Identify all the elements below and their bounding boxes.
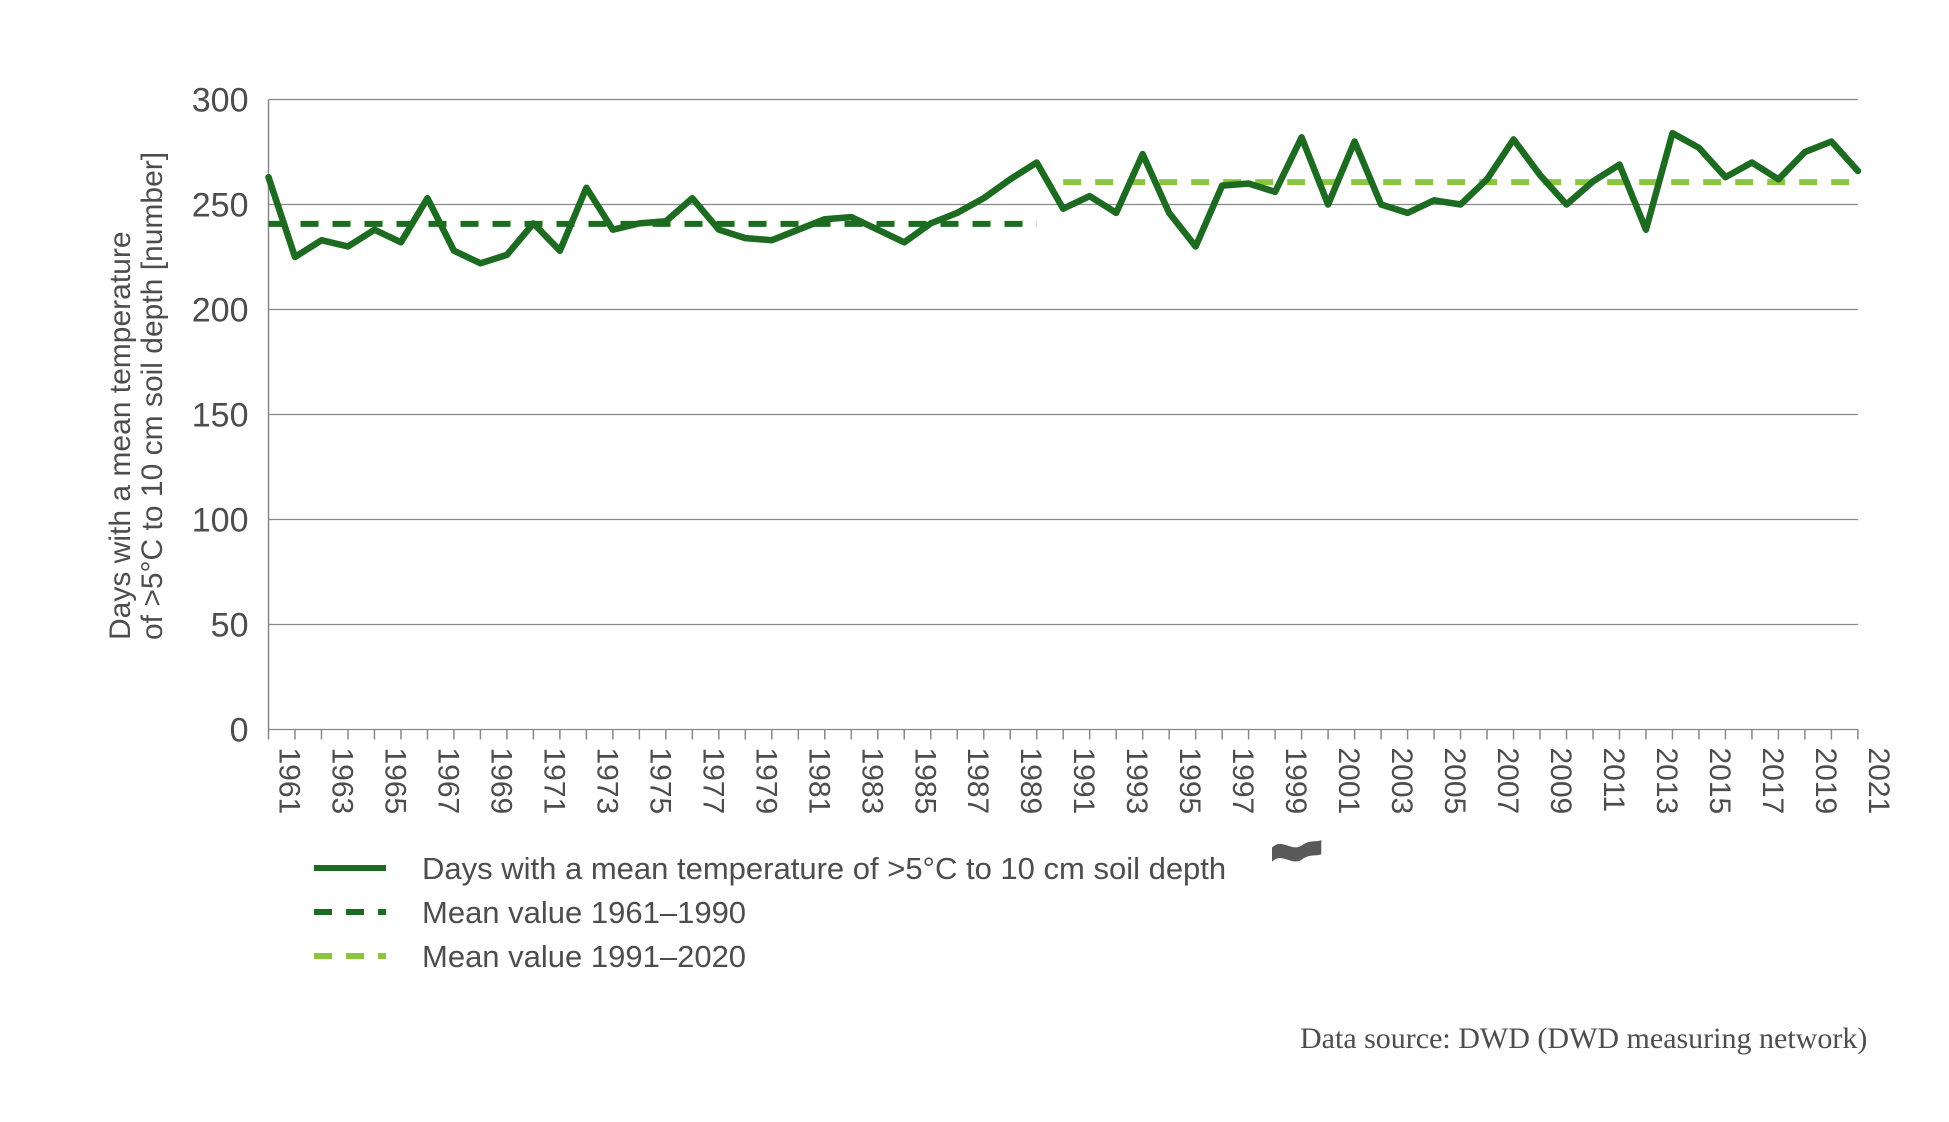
svg-text:150: 150	[192, 397, 249, 435]
svg-text:1975: 1975	[643, 748, 676, 815]
svg-text:2001: 2001	[1332, 748, 1365, 815]
svg-text:1993: 1993	[1120, 748, 1153, 815]
svg-text:250: 250	[192, 187, 249, 225]
svg-text:1991: 1991	[1067, 748, 1100, 815]
svg-text:Data source: DWD (DWD measurin: Data source: DWD (DWD measuring network)	[1300, 1022, 1867, 1055]
svg-text:1995: 1995	[1173, 748, 1206, 815]
svg-text:2007: 2007	[1491, 748, 1524, 815]
svg-text:1989: 1989	[1014, 748, 1047, 815]
svg-text:1973: 1973	[590, 748, 623, 815]
svg-text:1985: 1985	[908, 748, 941, 815]
svg-text:1987: 1987	[961, 748, 994, 815]
svg-text:2005: 2005	[1438, 748, 1471, 815]
svg-text:1977: 1977	[696, 748, 729, 815]
svg-text:2013: 2013	[1650, 748, 1683, 815]
svg-text:50: 50	[211, 607, 249, 645]
svg-text:1997: 1997	[1226, 748, 1259, 815]
svg-text:1967: 1967	[431, 748, 464, 815]
svg-text:1979: 1979	[749, 748, 782, 815]
svg-text:2009: 2009	[1544, 748, 1577, 815]
svg-text:1983: 1983	[855, 748, 888, 815]
svg-text:2019: 2019	[1809, 748, 1842, 815]
svg-text:of >5°C to 10 cm soil depth [n: of >5°C to 10 cm soil depth [number]	[136, 152, 169, 640]
svg-text:Mean value 1991–2020: Mean value 1991–2020	[422, 939, 746, 974]
svg-text:200: 200	[192, 292, 249, 330]
svg-text:300: 300	[192, 82, 249, 120]
svg-text:2015: 2015	[1703, 748, 1736, 815]
svg-text:1981: 1981	[802, 748, 835, 815]
svg-text:100: 100	[192, 502, 249, 540]
svg-text:1963: 1963	[325, 748, 358, 815]
svg-text:1971: 1971	[537, 748, 570, 815]
svg-text:2021: 2021	[1862, 748, 1895, 815]
svg-text:2003: 2003	[1385, 748, 1418, 815]
svg-text:Mean value 1961–1990: Mean value 1961–1990	[422, 895, 746, 930]
svg-text:2011: 2011	[1597, 748, 1630, 813]
svg-text:1965: 1965	[378, 748, 411, 815]
svg-text:2017: 2017	[1756, 748, 1789, 815]
svg-text:1999: 1999	[1279, 748, 1312, 815]
svg-text:0: 0	[230, 712, 249, 750]
svg-text:1961: 1961	[273, 748, 306, 815]
svg-text:1969: 1969	[484, 748, 517, 815]
svg-text:Days with a mean temperature: Days with a mean temperature	[104, 231, 137, 640]
svg-text:Days with a mean temperature o: Days with a mean temperature of >5°C to …	[422, 851, 1226, 886]
